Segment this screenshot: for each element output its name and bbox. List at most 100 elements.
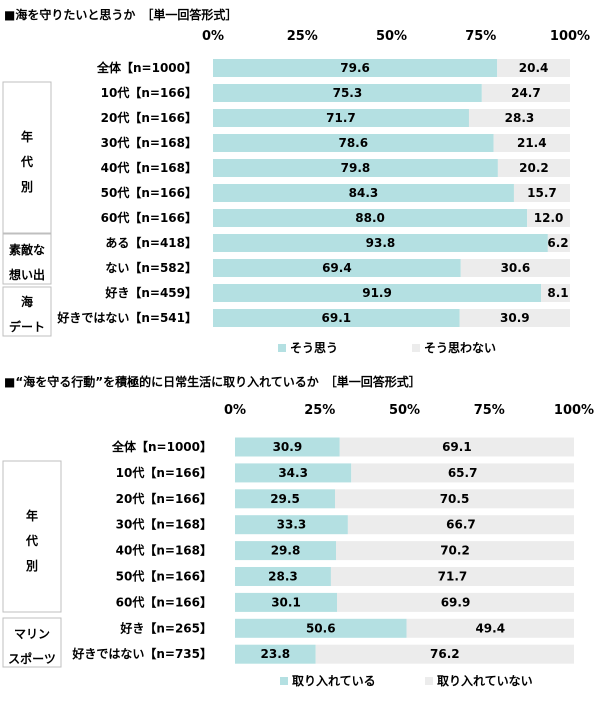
chart0-bar-negative bbox=[497, 159, 570, 177]
chart1-category-label: 好きではない【n=735】 bbox=[71, 646, 212, 661]
chart0-data-label-positive: 69.4 bbox=[322, 261, 352, 275]
chart0-bar-negative bbox=[468, 109, 570, 127]
chart0-group-label: 想い出 bbox=[8, 267, 45, 282]
chart1-data-label-negative: 70.5 bbox=[440, 492, 470, 506]
chart0-data-label-positive: 69.1 bbox=[322, 311, 352, 325]
chart1-data-label-positive: 50.6 bbox=[306, 621, 336, 635]
chart0-data-label-positive: 78.6 bbox=[338, 136, 368, 150]
chart1-bar-positive bbox=[235, 515, 348, 535]
chart0-data-label-negative: 30.6 bbox=[501, 261, 531, 275]
chart1-category-label: 50代【n=166】 bbox=[116, 569, 212, 584]
chart1-bar-negative bbox=[336, 541, 574, 561]
chart0-data-label-negative: 28.3 bbox=[505, 111, 535, 125]
chart0-bar-positive bbox=[213, 309, 460, 327]
chart0-bar-positive bbox=[213, 234, 548, 252]
chart0-category-label: 好き【n=459】 bbox=[104, 285, 197, 300]
chart0-bar-positive bbox=[213, 109, 469, 127]
chart1-bar-negative bbox=[406, 618, 574, 638]
chart0-tick-label: 50% bbox=[376, 29, 407, 44]
chart0-data-label-negative: 20.4 bbox=[519, 61, 549, 75]
chart1-data-label-positive: 30.9 bbox=[273, 440, 303, 454]
chart1-tick-label: 25% bbox=[304, 403, 335, 418]
chart0-data-label-negative: 8.1 bbox=[547, 286, 568, 300]
chart0-category-label: ある【n=418】 bbox=[105, 235, 197, 250]
chart0-bar-positive bbox=[213, 84, 482, 102]
chart0-category-label: 全体【n=1000】 bbox=[96, 60, 197, 75]
chart1-bar-positive bbox=[235, 618, 407, 638]
chart0-bar-positive bbox=[213, 59, 498, 77]
chart1-bar-negative bbox=[315, 644, 574, 664]
chart1-category-label: 全体【n=1000】 bbox=[111, 439, 212, 454]
chart0-group-frame bbox=[2, 81, 52, 234]
chart0-category-label: 50代【n=166】 bbox=[101, 185, 197, 200]
chart1-group-label: 年 bbox=[26, 508, 38, 523]
chart1-data-label-positive: 29.5 bbox=[270, 492, 300, 506]
chart1-data-label-negative: 70.2 bbox=[440, 544, 470, 558]
chart1-legend-swatch bbox=[425, 677, 433, 685]
chart1-data-label-positive: 28.3 bbox=[268, 570, 298, 584]
chart1-category-label: 60代【n=166】 bbox=[116, 594, 212, 609]
chart0-bar-negative bbox=[493, 134, 570, 152]
chart0-group-label: 別 bbox=[20, 180, 33, 194]
chart0-tick-label: 0% bbox=[202, 29, 224, 44]
chart0-bar-negative bbox=[547, 234, 570, 252]
chart0-category-label: 30代【n=168】 bbox=[101, 135, 197, 150]
chart1-tick-label: 100% bbox=[554, 403, 594, 418]
chart1-data-label-negative: 76.2 bbox=[430, 647, 460, 661]
chart1-title: ■“海を守る行動”を積極的に日常生活に取り入れているか ［単一回答形式］ bbox=[4, 374, 421, 389]
chart0-data-label-positive: 93.8 bbox=[366, 236, 396, 250]
chart0-category-label: 20代【n=166】 bbox=[101, 110, 197, 125]
chart0-bar-negative bbox=[460, 259, 570, 277]
chart1-data-label-positive: 29.8 bbox=[271, 544, 301, 558]
chart1-group-label: スポーツ bbox=[8, 651, 56, 666]
chart1-category-label: 好き【n=265】 bbox=[119, 620, 212, 635]
chart0-bar-positive bbox=[213, 284, 542, 302]
chart0-bar-positive bbox=[213, 134, 494, 152]
chart1-data-label-negative: 66.7 bbox=[446, 518, 476, 532]
chart1-tick-label: 75% bbox=[474, 403, 505, 418]
chart0-bar-negative bbox=[541, 284, 570, 302]
chart0-data-label-negative: 12.0 bbox=[534, 211, 564, 225]
chart1-data-label-negative: 65.7 bbox=[448, 466, 478, 480]
chart1-group-label: 別 bbox=[25, 559, 38, 573]
chart0-tick-label: 100% bbox=[550, 29, 590, 44]
chart1-data-label-negative: 69.9 bbox=[441, 595, 471, 609]
chart0-bar-negative bbox=[513, 184, 570, 202]
chart1-bar-positive bbox=[235, 541, 337, 561]
chart0-data-label-positive: 71.7 bbox=[326, 111, 356, 125]
chart0-data-label-positive: 75.3 bbox=[333, 86, 363, 100]
chart1-tick-label: 0% bbox=[224, 403, 246, 418]
chart0-data-label-negative: 30.9 bbox=[500, 311, 530, 325]
chart0-group-label: 年 bbox=[21, 129, 33, 144]
chart0-data-label-positive: 88.0 bbox=[355, 211, 385, 225]
chart0-data-label-negative: 6.2 bbox=[547, 236, 568, 250]
chart1-bar-positive bbox=[235, 437, 340, 457]
chart1-bar-positive bbox=[235, 592, 338, 612]
chart0-bar-positive bbox=[213, 259, 461, 277]
chart0-bar-positive bbox=[213, 159, 498, 177]
chart1-bar-negative bbox=[337, 592, 574, 612]
chart0-legend-label: そう思う bbox=[290, 341, 338, 355]
chart1-category-label: 20代【n=166】 bbox=[116, 491, 212, 506]
chart0-bar-negative bbox=[527, 209, 570, 227]
chart0-legend-label: そう思わない bbox=[424, 341, 496, 355]
chart1-data-label-positive: 30.1 bbox=[271, 595, 301, 609]
chart0-bar-positive bbox=[213, 209, 528, 227]
chart1-bar-negative bbox=[339, 437, 574, 457]
chart0-group-label: 代 bbox=[20, 154, 33, 169]
chart0-bar-negative bbox=[459, 309, 570, 327]
chart1-legend-label: 取り入れている bbox=[292, 674, 376, 688]
chart1-tick-label: 50% bbox=[389, 403, 420, 418]
chart1-group-frame bbox=[2, 460, 62, 613]
chart1-bar-positive bbox=[235, 489, 336, 509]
chart1-legend-label: 取り入れていない bbox=[437, 674, 533, 688]
chart1-bar-positive bbox=[235, 644, 316, 664]
chart0-group-label: 海 bbox=[21, 294, 33, 309]
chart0-data-label-negative: 20.2 bbox=[519, 161, 549, 175]
chart0-data-label-positive: 91.9 bbox=[362, 286, 392, 300]
chart1-bar-negative bbox=[347, 515, 574, 535]
chart1-group-frame bbox=[2, 617, 62, 668]
chart0-bar-negative bbox=[481, 84, 570, 102]
chart1-data-label-positive: 33.3 bbox=[277, 518, 307, 532]
